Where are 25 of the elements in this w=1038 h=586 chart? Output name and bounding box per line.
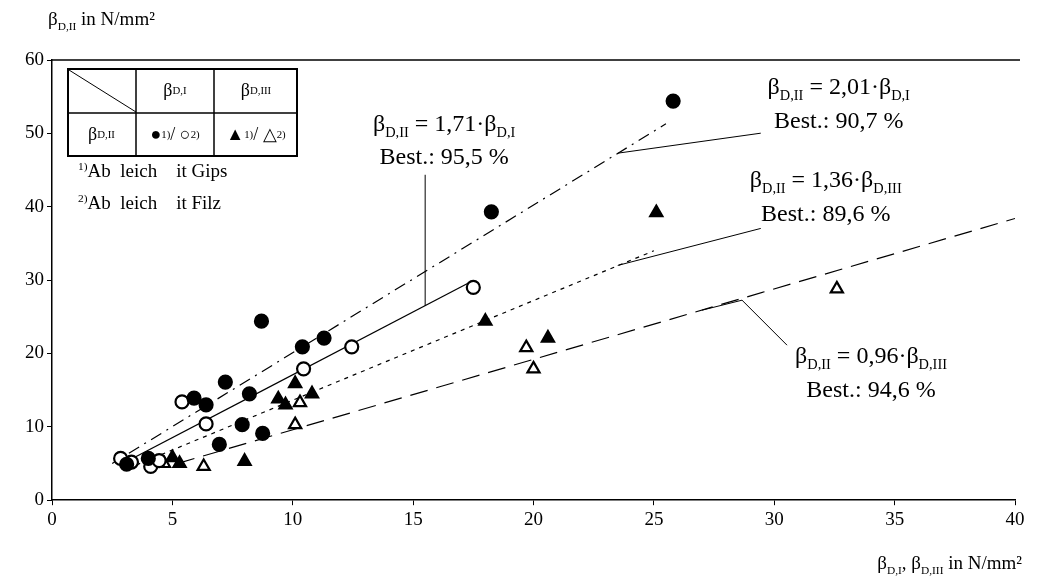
annotation: β$_{D,II}$ = 1,71·β$_{D,I}$ Best.: 95,5 % (372, 108, 516, 172)
x-tick-label: 25 (644, 507, 664, 529)
x-tick-label: 15 (403, 507, 423, 529)
y-tick-label: 50 (25, 121, 44, 143)
y-tick-label: 20 (25, 341, 44, 363)
annotation: $^{1)}$Ab leich it Gips (78, 160, 228, 183)
annotation: ●$^{1)}$/ ○$^{2)}$ (149, 123, 201, 147)
x-tick-label: 5 (167, 507, 178, 529)
y-tick-label: 60 (25, 47, 44, 69)
x-tick-label: 35 (885, 507, 905, 529)
x-tick-label: 10 (283, 507, 303, 529)
x-axis-title: β$_{D,I}$, β$_{D,III}$ in N/mm² (877, 552, 1022, 577)
x-tick-label: 30 (764, 507, 784, 529)
x-tick-label: 20 (524, 507, 543, 529)
y-tick-label: 30 (25, 268, 44, 290)
annotation: ▲$^{1)}$/ △$^{2)}$ (225, 123, 287, 147)
annotation: β$_{D,II}$ = 0,96·β$_{D,III}$ Best.: 94,6 % (795, 341, 947, 404)
y-tick-label: 40 (25, 194, 44, 216)
annotation: β$_{D,II}$ = 2,01·β$_{D,I}$ Best.: 90,7 % (767, 72, 910, 135)
y-tick-label: 10 (25, 414, 44, 436)
annotation: β$_{D,II}$ = 1,36·β$_{D,III}$ Best.: 89,6 % (749, 165, 902, 228)
x-tick-label: 40 (1005, 507, 1025, 529)
annotation: $^{2)}$Ab leich it Filz (78, 192, 222, 215)
y-axis-title: β$_{D,II}$ in N/mm² (48, 8, 155, 33)
y-tick-label: 0 (34, 488, 44, 510)
